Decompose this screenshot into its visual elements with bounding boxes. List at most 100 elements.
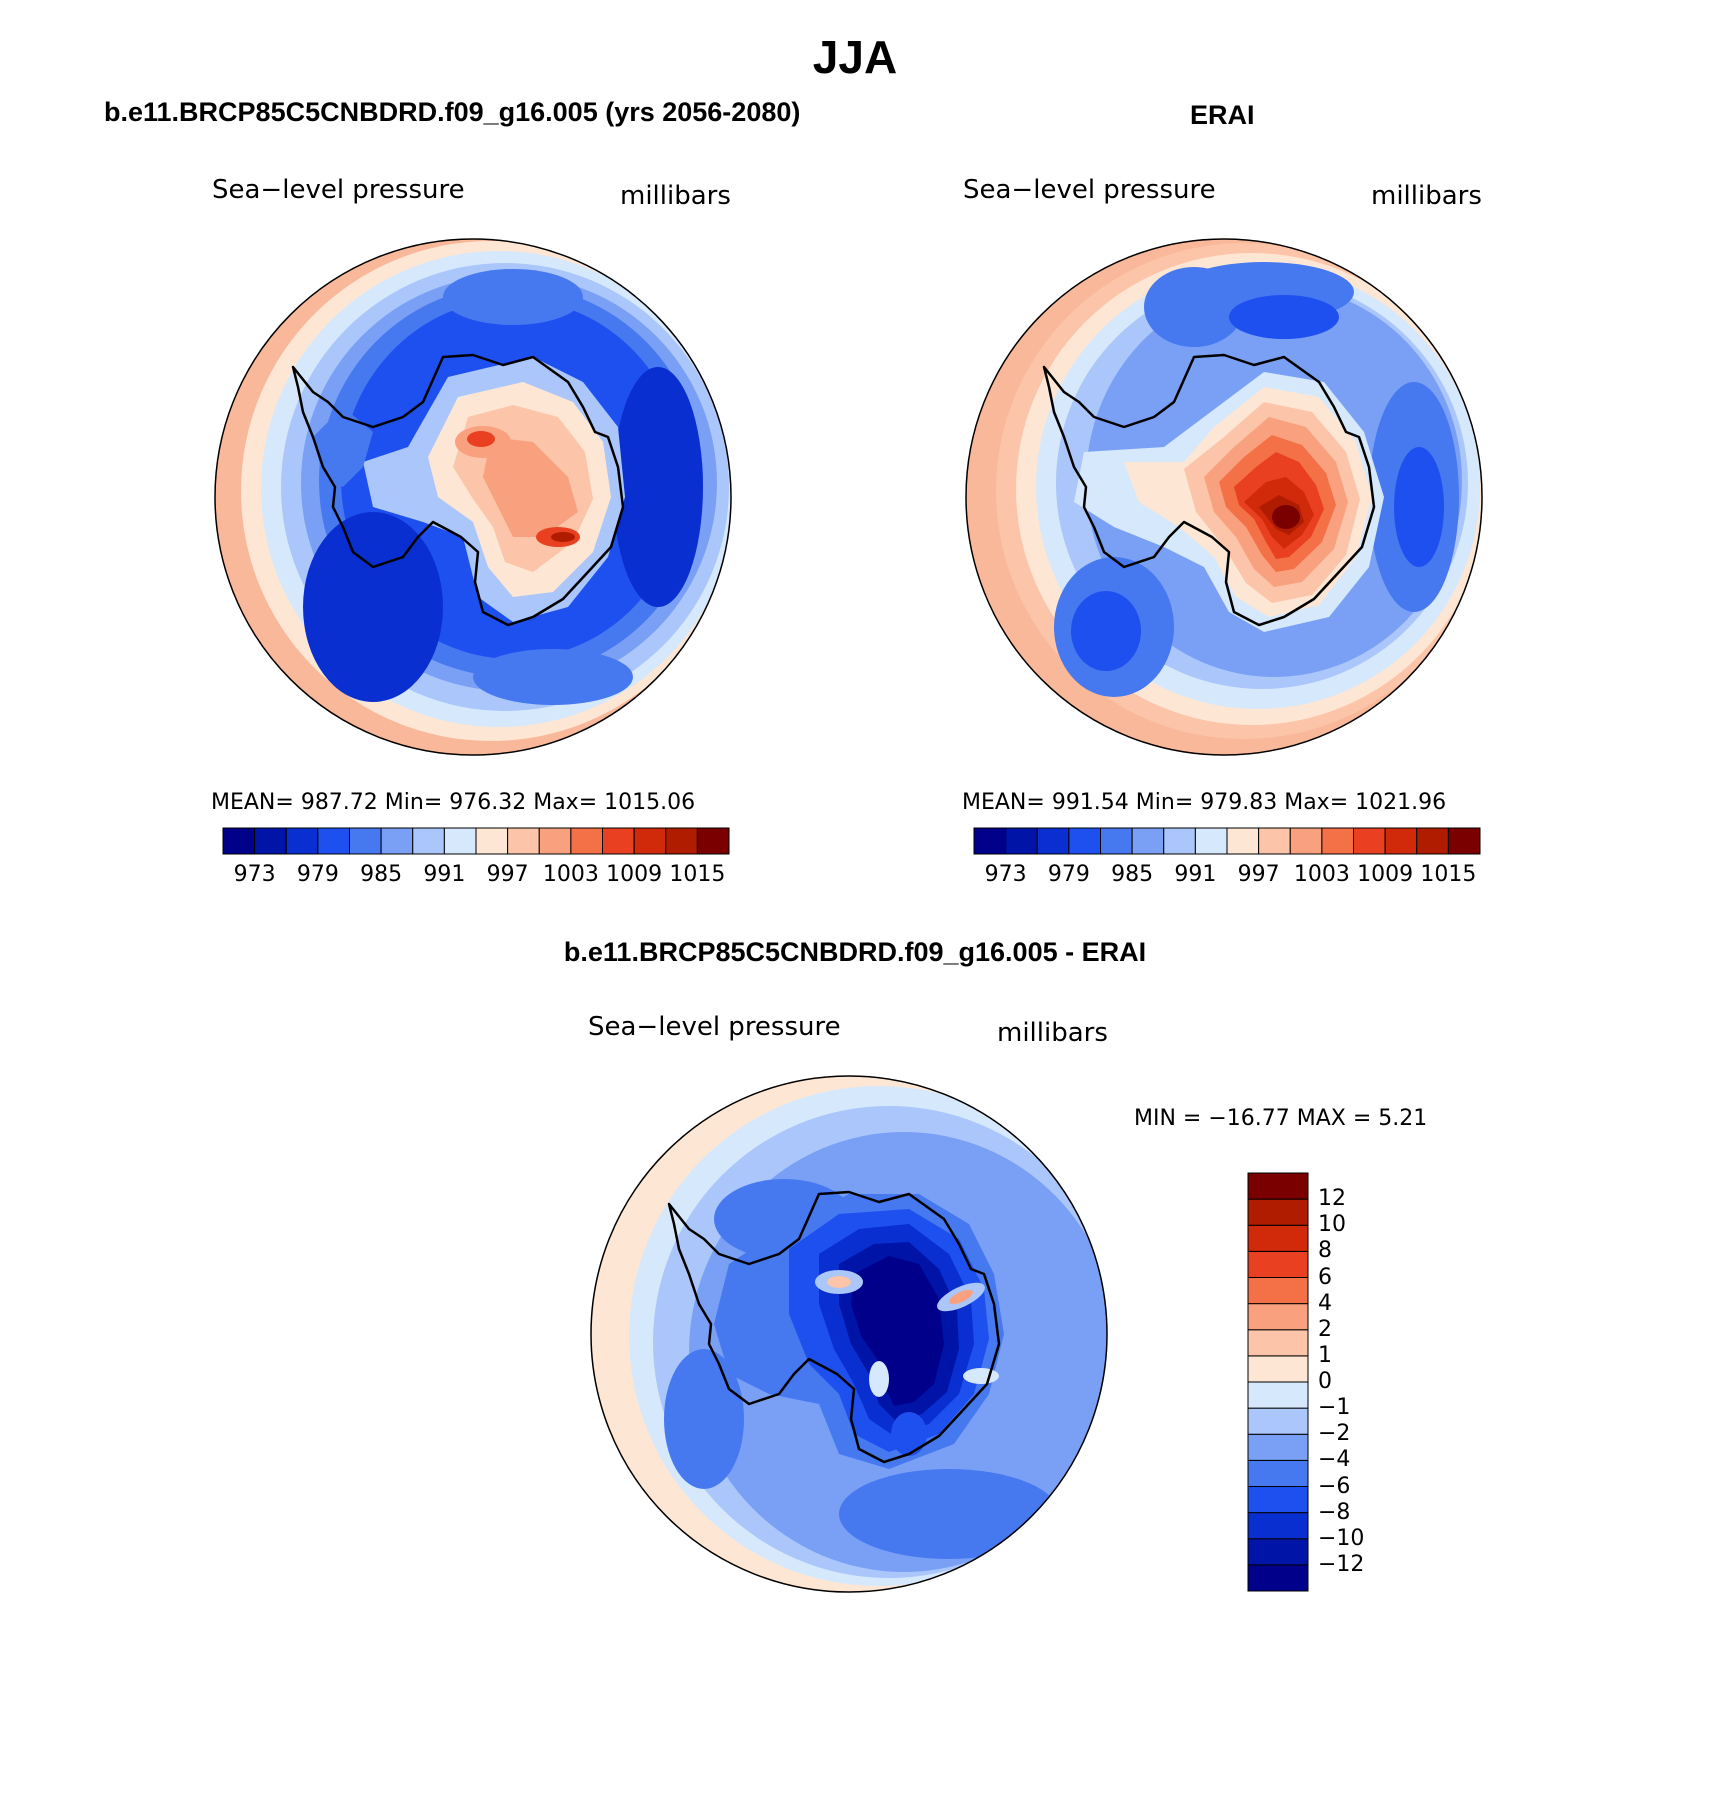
panel-model-colorbar-box [317,827,350,855]
panel-erai-title: ERAI [1190,100,1255,130]
panel-difference-colorbar-label: 4 [1318,1290,1332,1316]
panel-difference-colorbar-label: 10 [1318,1212,1346,1238]
panel-model-colorbar [222,827,730,855]
panel-model-colorbar-box [285,827,319,855]
panel-erai-colorbar-label: 997 [1237,862,1280,887]
panel-model-colorbar-box [538,827,572,855]
panel-erai-colorbar-label: 985 [1111,862,1154,887]
panel-difference-colorbar-box [1247,1407,1309,1435]
panel-difference-colorbar-label: 12 [1318,1186,1346,1212]
page-title: JJA [812,31,898,83]
panel-difference-colorbar-box [1247,1538,1309,1566]
panel-erai-colorbar [973,827,1481,855]
panel-model-colorbar-labels: 973 979 985 991 997 1003 1009 1015 [223,862,729,888]
panel-erai-colorbar-box [1289,827,1323,855]
panel-erai-colorbar-box [1416,827,1449,855]
panel-model-colorbar-box [254,827,287,855]
panel-erai-colorbar-box [1163,827,1196,855]
panel-model-colorbar-box [443,827,477,855]
panel-difference-stats: MIN = −16.77 MAX = 5.21 [1134,1106,1428,1131]
panel-difference-colorbar [1247,1172,1309,1592]
panel-difference-colorbar-box [1247,1329,1309,1357]
panel-model-colorbar-label: 991 [423,862,466,887]
panel-difference-colorbar-box [1247,1512,1309,1540]
panel-erai-colorbar-box [1258,827,1291,855]
panel-model-colorbar-label: 1003 [542,862,599,887]
panel-model-colorbar-box [633,827,667,855]
panel-model-colorbar-box [349,827,382,855]
panel-model-colorbar-box [570,827,603,855]
panel-erai-colorbar-label: 991 [1174,862,1217,887]
panel-erai-colorbar-box [1131,827,1165,855]
panel-difference-colorbar-box [1247,1198,1309,1226]
panel-difference-colorbar-label: −2 [1318,1421,1351,1447]
panel-model-colorbar-box [602,827,635,855]
panel-erai-colorbar-label: 973 [984,862,1027,887]
panel-erai-colorbar-box [1447,827,1481,855]
panel-erai-colorbar-box [1005,827,1038,855]
panel-erai-map [965,238,1483,756]
panel-difference-colorbar-label: 8 [1318,1238,1332,1264]
panel-erai-colorbar-box [1036,827,1070,855]
panel-erai-colorbar-box [973,827,1007,855]
panel-model-map [214,238,732,756]
panel-model-colorbar-label: 973 [233,862,276,887]
panel-model-units-label: millibars [620,181,731,211]
panel-model-colorbar-box [412,827,445,855]
panel-difference-colorbar-label: −8 [1318,1499,1351,1525]
panel-model-colorbar-box [475,827,509,855]
panel-difference-colorbar-box [1247,1433,1309,1461]
panel-difference-colorbar-box [1247,1381,1309,1409]
panel-erai-colorbar-box [1226,827,1260,855]
panel-difference-colorbar-box [1247,1172,1309,1200]
panel-model-colorbar-label: 1009 [606,862,663,887]
panel-erai-colorbar-box [1384,827,1418,855]
panel-erai-colorbar-labels: 973 979 985 991 997 1003 1009 1015 [974,862,1480,888]
panel-erai-colorbar-label: 979 [1047,862,1090,887]
panel-difference-colorbar-label: 2 [1318,1316,1332,1342]
panel-difference-colorbar-box [1247,1224,1309,1252]
panel-difference-colorbar-label: −6 [1318,1473,1351,1499]
panel-difference-variable-label: Sea−level pressure [588,1012,841,1042]
panel-erai-units-label: millibars [1371,181,1482,211]
panel-difference-colorbar-label: 0 [1318,1369,1332,1394]
panel-difference-colorbar-box [1247,1277,1309,1305]
panel-difference-colorbar-box [1247,1486,1309,1514]
panel-model-colorbar-box [222,827,256,855]
panel-erai-colorbar-box [1194,827,1228,855]
panel-difference-colorbar-box [1247,1355,1309,1383]
panel-difference-colorbar-label: 1 [1318,1342,1332,1368]
panel-model-title: b.e11.BRCP85C5CNBDRD.f09_g16.005 (yrs 20… [104,97,801,127]
panel-difference-units-label: millibars [997,1018,1108,1048]
panel-erai-colorbar-box [1068,827,1101,855]
panel-difference-colorbar-label: −10 [1318,1525,1365,1551]
panel-model-colorbar-label: 979 [296,862,339,887]
panel-erai-colorbar-box [1321,827,1354,855]
panel-erai-variable-label: Sea−level pressure [963,175,1216,205]
panel-model-colorbar-label: 997 [486,862,529,887]
panel-difference-colorbar-label: −1 [1318,1395,1351,1421]
panel-model-colorbar-box [696,827,730,855]
panel-model-colorbar-box [507,827,540,855]
panel-erai-colorbar-label: 1015 [1420,862,1477,887]
panel-difference-colorbar-label: −12 [1318,1551,1365,1577]
panel-model-colorbar-label: 985 [360,862,403,887]
panel-model-stats: MEAN= 987.72 Min= 976.32 Max= 1015.06 [211,790,696,815]
panel-erai-colorbar-label: 1009 [1357,862,1414,887]
panel-difference-colorbar-label: −4 [1318,1447,1351,1473]
panel-erai-colorbar-box [1353,827,1386,855]
panel-difference-colorbar-box [1247,1459,1309,1487]
panel-erai-stats: MEAN= 991.54 Min= 979.83 Max= 1021.96 [962,790,1447,815]
panel-erai-colorbar-box [1100,827,1133,855]
panel-model-colorbar-box [665,827,698,855]
panel-model-colorbar-label: 1015 [669,862,726,887]
panel-model-variable-label: Sea−level pressure [212,175,465,205]
panel-difference-map [590,1075,1108,1593]
panel-difference-colorbar-box [1247,1303,1309,1331]
panel-difference-colorbar-box [1247,1564,1309,1592]
panel-erai-colorbar-label: 1003 [1293,862,1350,887]
panel-difference-colorbar-box [1247,1250,1309,1278]
panel-model-colorbar-box [380,827,414,855]
panel-difference-colorbar-label: 6 [1318,1264,1332,1290]
panel-difference-colorbar-labels: −12 −10 −8 −6 −4 −2 −1 0 1 2 4 6 8 10 12 [1318,1173,1398,1591]
